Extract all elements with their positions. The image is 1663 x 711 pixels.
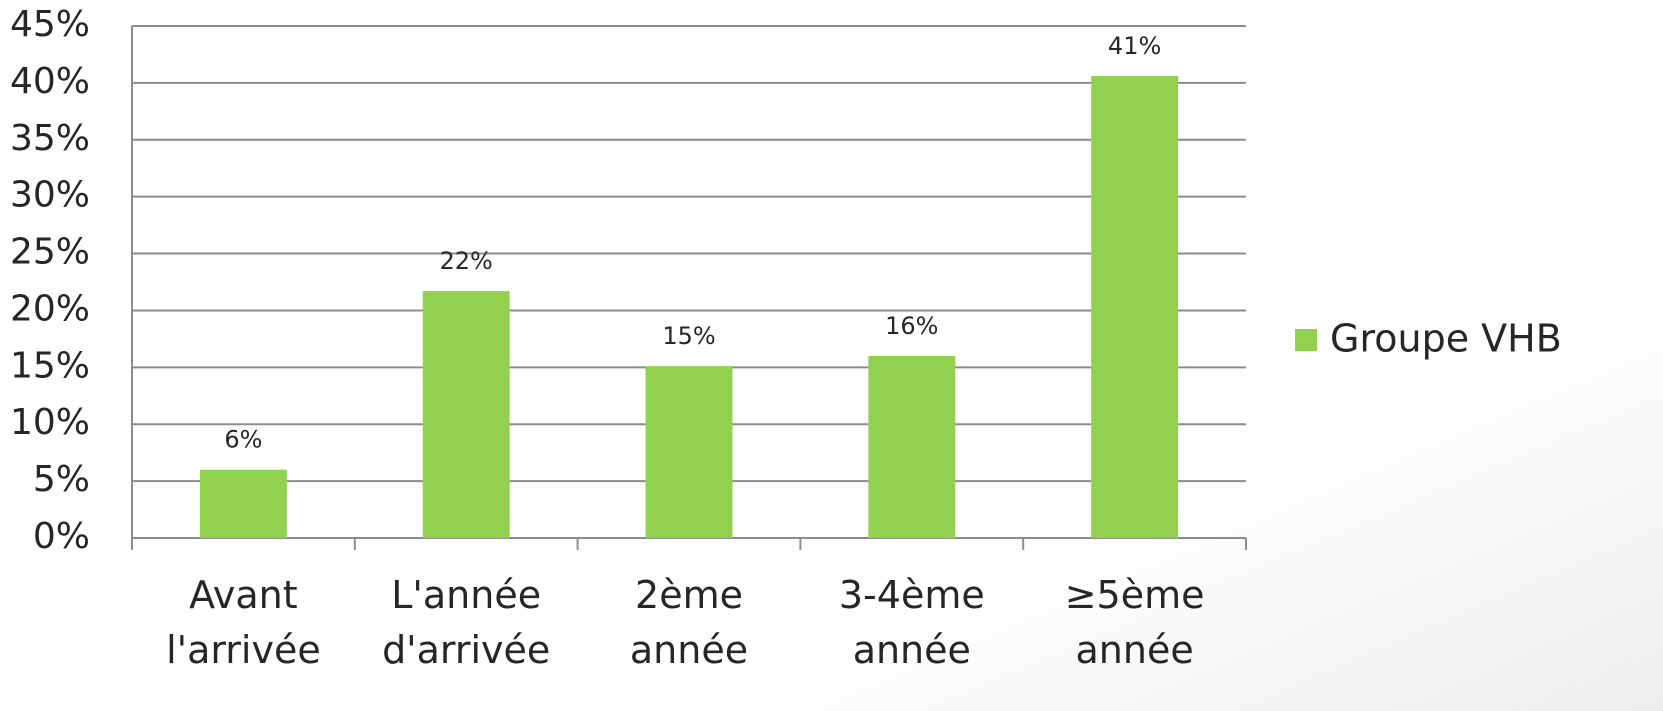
y-tick-label: 25% xyxy=(10,232,90,273)
value-label: 41% xyxy=(1108,32,1161,60)
y-tick-label: 45% xyxy=(10,4,90,45)
bar xyxy=(422,291,510,538)
value-label: 15% xyxy=(662,322,715,350)
y-tick-label: 5% xyxy=(33,459,90,500)
legend-label: Groupe VHB xyxy=(1330,317,1562,361)
bar xyxy=(645,366,733,538)
y-tick-label: 40% xyxy=(10,61,90,102)
x-tick-label: 3-4ème année xyxy=(839,573,985,672)
y-tick-label: 30% xyxy=(10,175,90,216)
bar xyxy=(868,355,956,538)
value-label: 16% xyxy=(885,312,938,340)
y-tick-label: 20% xyxy=(10,288,90,329)
y-tick-label: 35% xyxy=(10,118,90,159)
value-label: 22% xyxy=(440,247,493,275)
x-tick-label: ≥5ème année xyxy=(1065,573,1205,672)
x-tick-label: 2ème année xyxy=(630,573,748,672)
legend-swatch xyxy=(1295,329,1317,351)
x-tick-label: L'année d'arrivée xyxy=(382,573,550,672)
bar xyxy=(1091,76,1179,538)
y-tick-label: 15% xyxy=(10,345,90,386)
value-label: 6% xyxy=(224,426,262,454)
x-tick-label: Avant l'arrivée xyxy=(166,573,321,672)
bar xyxy=(199,469,287,538)
y-tick-label: 0% xyxy=(33,516,90,557)
y-tick-label: 10% xyxy=(10,402,90,443)
